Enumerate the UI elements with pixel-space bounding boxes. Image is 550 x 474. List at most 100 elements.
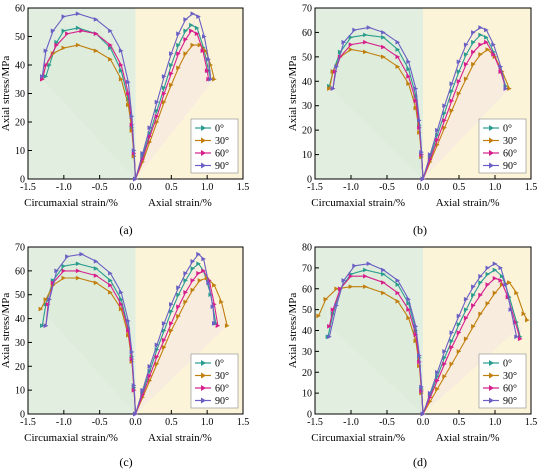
data-point-marker	[131, 148, 137, 153]
data-point-marker	[341, 278, 347, 283]
x-tick-label: -1.0	[343, 182, 359, 193]
y-tick-label: 20	[302, 126, 312, 137]
data-point-marker	[485, 271, 491, 277]
data-point-marker	[449, 330, 455, 335]
x-tick-label: -1.5	[307, 417, 323, 428]
series-line-axial	[134, 253, 215, 415]
data-point-marker	[363, 284, 368, 289]
y-tick-label: 20	[15, 362, 25, 373]
data-point-marker	[484, 27, 489, 33]
lateral-region-bg	[28, 247, 136, 414]
data-point-marker	[129, 114, 135, 119]
legend-entry: 0°	[215, 124, 224, 135]
x-tick-label: 1.0	[489, 417, 502, 428]
panel-caption: (b)	[413, 223, 427, 237]
data-point-marker	[176, 292, 181, 298]
data-point-marker	[395, 278, 401, 283]
data-point-marker	[61, 14, 67, 19]
data-point-marker	[126, 332, 131, 338]
data-point-marker	[406, 315, 411, 321]
data-point-marker	[126, 328, 131, 333]
lateral-region-bg	[315, 247, 423, 414]
data-point-marker	[498, 64, 504, 69]
chart-panel-b: -1.5 -1.0 -0.5 0.0 0.5 1.0 1.5 0 10 20 30 40 50 60 70 A…	[287, 4, 537, 238]
data-point-marker	[190, 266, 196, 271]
x-tick-label: 1.0	[201, 417, 214, 428]
y-tick-label: 20	[15, 118, 25, 129]
data-point-marker	[449, 344, 455, 350]
data-point-marker	[197, 278, 203, 283]
series-line-lateral	[328, 263, 424, 415]
data-point-marker	[201, 268, 206, 274]
data-point-marker	[492, 267, 498, 273]
data-point-marker	[478, 52, 483, 57]
data-point-marker	[327, 86, 332, 91]
data-point-marker	[161, 91, 167, 96]
data-point-marker	[419, 149, 424, 155]
data-point-marker	[334, 303, 339, 308]
legend-entry: 30°	[215, 371, 229, 382]
x-axis-label-circumaxial: Circumaxial strain/%	[311, 197, 405, 209]
y-tick-label: 60	[302, 284, 312, 295]
axial-shade	[423, 27, 510, 179]
data-point-marker	[327, 324, 332, 329]
panel-caption: (a)	[119, 223, 132, 237]
y-tick-label: 50	[302, 52, 312, 63]
data-point-marker	[183, 278, 188, 283]
data-point-marker	[413, 338, 419, 344]
data-point-marker	[93, 17, 99, 22]
data-point-marker	[478, 273, 483, 279]
data-point-marker	[38, 306, 44, 312]
data-point-marker	[471, 324, 476, 329]
legend-swatch-marker	[489, 162, 494, 169]
data-point-marker	[395, 54, 401, 60]
data-point-marker	[381, 30, 386, 35]
data-point-marker	[118, 76, 124, 82]
data-point-marker	[348, 273, 354, 279]
x-axis-label-axial: Axial strain/%	[436, 197, 500, 209]
data-point-marker	[189, 28, 194, 34]
data-point-marker	[456, 321, 462, 327]
y-tick-label: 20	[302, 368, 312, 379]
data-point-marker	[108, 28, 113, 34]
x-tick-label: 0.0	[129, 182, 142, 193]
legend-swatch-marker	[489, 125, 494, 131]
data-point-marker	[463, 336, 469, 342]
data-point-marker	[75, 25, 81, 31]
data-point-marker	[456, 349, 462, 354]
x-tick-label: -1.5	[20, 182, 36, 193]
data-point-marker	[147, 363, 153, 369]
panel-caption: (c)	[119, 455, 132, 469]
data-point-marker	[498, 265, 504, 271]
data-point-marker	[363, 49, 368, 55]
legend-swatch-marker	[489, 372, 494, 379]
data-point-marker	[126, 91, 131, 96]
data-point-marker	[341, 39, 347, 45]
legend-entry: 90°	[503, 161, 517, 172]
data-point-marker	[196, 270, 201, 276]
legend-entry: 0°	[215, 359, 224, 370]
data-point-marker	[413, 324, 419, 329]
legend-entry: 0°	[503, 359, 512, 370]
data-point-marker	[118, 301, 124, 307]
legend-entry: 30°	[503, 371, 517, 382]
y-tick-label: 70	[302, 263, 312, 274]
x-tick-label: -1.0	[343, 417, 359, 428]
data-point-marker	[93, 48, 99, 54]
x-tick-label: -0.5	[92, 417, 108, 428]
data-point-marker	[478, 292, 483, 298]
data-point-marker	[183, 299, 188, 305]
data-point-marker	[183, 28, 188, 34]
data-point-marker	[316, 313, 321, 319]
data-point-marker	[442, 103, 447, 109]
data-point-marker	[337, 286, 343, 292]
data-point-marker	[75, 275, 81, 281]
panel-caption: (d)	[413, 455, 427, 469]
data-point-marker	[169, 71, 174, 76]
data-point-marker	[133, 411, 138, 417]
data-point-marker	[129, 349, 135, 355]
legend-entry: 60°	[215, 384, 229, 395]
x-axis-label-axial: Axial strain/%	[148, 432, 212, 444]
y-tick-label: 50	[302, 305, 312, 316]
data-point-marker	[176, 65, 181, 71]
